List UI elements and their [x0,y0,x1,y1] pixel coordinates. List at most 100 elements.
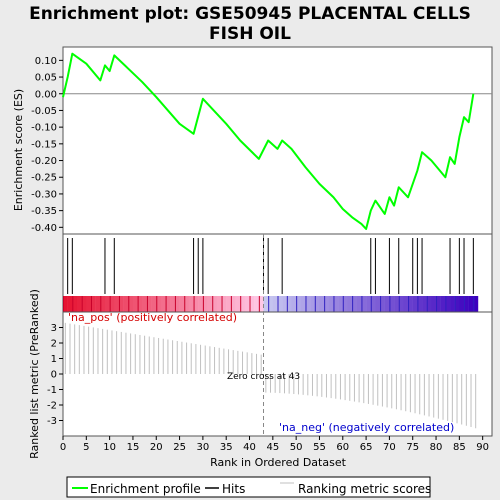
strip-cell [118,296,124,312]
strip-cell [207,296,213,312]
strip-cell [398,296,404,312]
strip-cell [109,296,115,312]
metric-y-tick-label: 2 [51,339,57,350]
strip-cell [198,296,204,312]
x-tick-label: 65 [360,442,373,453]
strip-cell [235,296,241,312]
neg-correlated-label: 'na_neg' (negatively correlated) [279,421,454,434]
strip-cell [291,296,297,312]
strip-cell [356,296,362,312]
legend-metric-label: Ranking metric scores [298,482,431,496]
strip-cell [272,296,278,312]
es-plot-area [62,46,493,235]
strip-cell [328,296,334,312]
strip-cell [170,296,176,312]
strip-cell [412,296,418,312]
strip-cell [268,296,274,312]
strip-cell [366,296,371,312]
x-tick-label: 0 [60,442,66,453]
metric-y-tick-label: -1 [47,385,57,396]
strip-cell [282,296,288,312]
strip-cell [277,296,283,312]
legend: Enrichment profile Hits Ranking metric s… [66,476,431,498]
strip-cell [370,296,376,312]
strip-cell [380,296,385,312]
zero-cross-label: Zero cross at 43 [227,372,300,382]
strip-cell [254,296,260,312]
strip-cell [216,296,222,312]
strip-cell [440,296,446,312]
x-tick-label: 45 [266,442,279,453]
es-y-axis: 0.10 0.05 0.00 -0.05 -0.10 -0.15 -0.20 -0.25 -0.… [31,56,63,234]
strip-cell [156,296,162,312]
strip-cell [90,296,96,312]
es-y-tick-label: 0.05 [35,73,57,84]
strip-cell [296,296,302,312]
strip-cell [146,296,152,312]
es-y-tick-label: -0.10 [31,123,57,134]
strip-cell [286,296,292,312]
pos-correlated-label: 'na_pos' (positively correlated) [68,311,237,324]
x-tick-label: 40 [243,442,256,453]
strip-cell [454,296,460,312]
strip-cell [258,296,264,312]
x-tick-label: 80 [430,442,443,453]
x-tick-label: 20 [150,442,163,453]
strip-cell [389,296,395,312]
strip-cell [450,296,455,312]
strip-cell [244,296,250,312]
metric-y-tick-label: 0 [51,370,57,381]
es-y-tick-label: -0.40 [31,223,57,234]
strip-cell [184,296,190,312]
x-tick-label: 30 [197,442,210,453]
strip-cell [165,296,171,312]
x-tick-label: 15 [127,442,140,453]
strip-cell [310,296,316,312]
es-y-tick-label: 0.00 [35,89,57,100]
strip-cell [324,296,329,312]
strip-cell [426,296,432,312]
strip-cell [347,296,353,312]
legend-box [66,476,431,498]
strip-cell [230,296,236,312]
strip-cell [422,296,427,312]
x-tick-label: 55 [313,442,326,453]
strip-cell [473,296,479,312]
x-tick-label: 60 [336,442,349,453]
strip-cell [160,296,166,312]
x-axis-label: Rank in Ordered Dataset [210,456,347,469]
strip-cell [333,296,339,312]
metric-y-tick-label: 3 [51,323,57,334]
strip-cell [137,296,143,312]
es-y-tick-label: -0.15 [31,139,57,150]
strip-cell [221,296,227,312]
x-tick-label: 35 [220,442,233,453]
strip-cell [445,296,451,312]
metric-y-label: Ranked list metric (PreRanked) [28,289,41,459]
strip-cell [142,296,148,312]
strip-cell [319,296,325,312]
strip-cell [151,296,157,312]
strip-cell [212,296,218,312]
strip-cell [81,296,87,312]
strip-cell [263,296,269,312]
strip-cell [342,296,348,312]
metric-bars [64,322,477,429]
es-y-tick-label: -0.05 [31,106,57,117]
strip-cell [249,296,255,312]
strip-cell [468,296,474,312]
x-tick-label: 90 [476,442,489,453]
es-y-label: Enrichment score (ES) [12,89,25,211]
strip-cell [63,296,68,312]
metric-y-tick-label: 1 [51,354,57,365]
strip-cell [226,296,232,312]
metric-plot-area [62,311,493,437]
es-y-tick-label: -0.30 [31,189,57,200]
x-tick-label: 70 [383,442,396,453]
strip-cell [240,296,246,312]
metric-y-tick-label: -3 [47,416,57,427]
strip-cell [375,296,381,312]
title-line-2: FISH OIL [209,24,291,44]
